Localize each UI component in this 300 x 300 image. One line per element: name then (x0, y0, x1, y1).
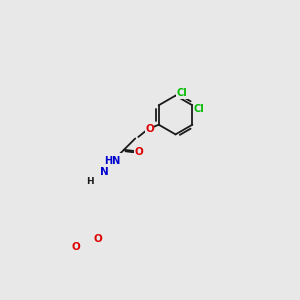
Text: HN: HN (105, 156, 121, 166)
Text: Cl: Cl (194, 104, 204, 114)
Text: N: N (100, 167, 109, 177)
Text: Cl: Cl (177, 88, 188, 98)
Text: O: O (93, 234, 102, 244)
Text: O: O (72, 242, 80, 252)
Text: O: O (145, 124, 154, 134)
Text: O: O (135, 147, 144, 157)
Text: H: H (86, 177, 94, 186)
